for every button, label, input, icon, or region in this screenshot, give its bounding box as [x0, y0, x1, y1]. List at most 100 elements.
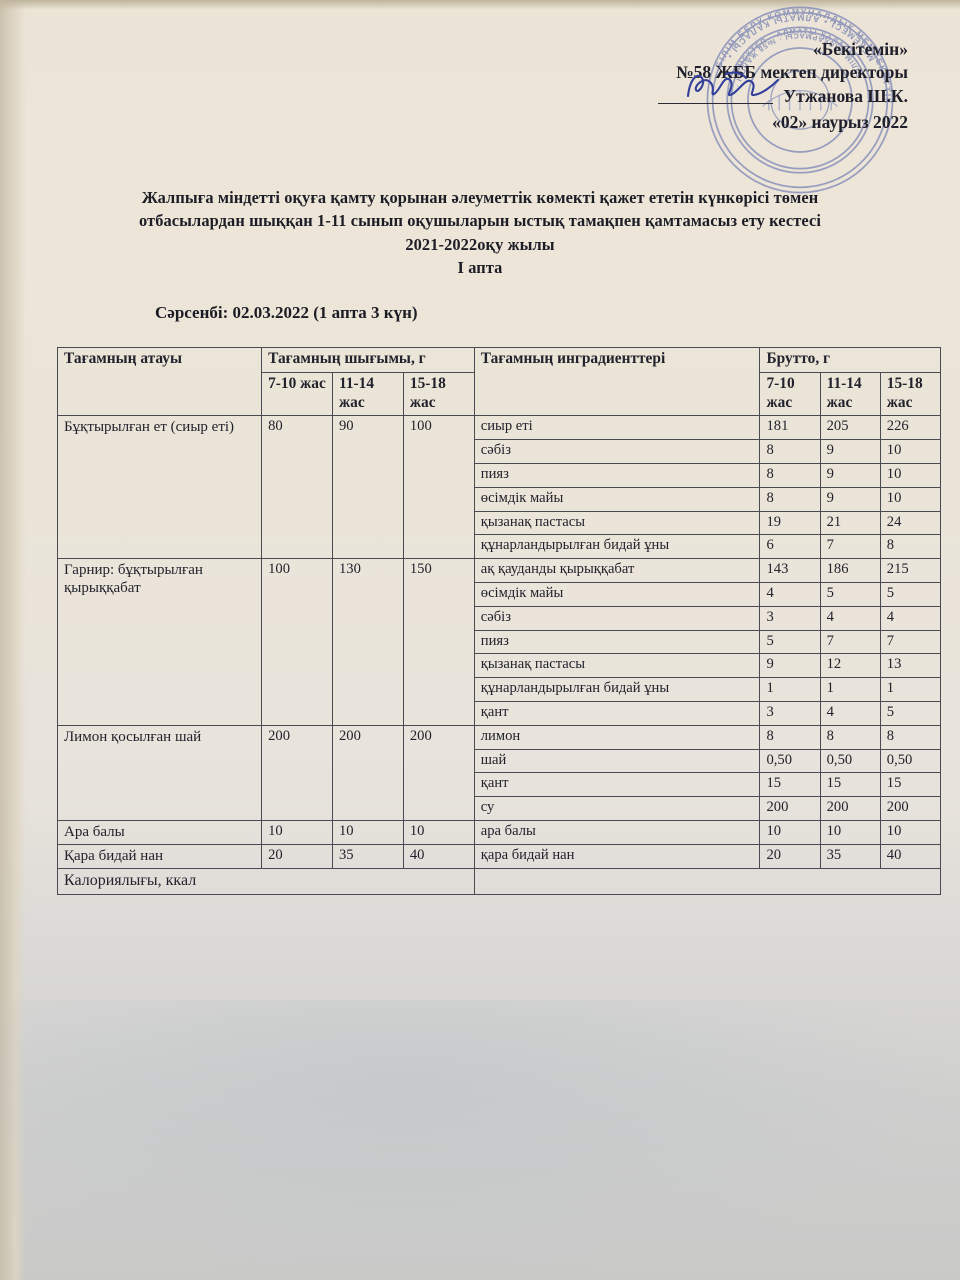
table-row: Бұқтырылған ет (сиыр еті) 80 90 100 сиыр еті… — [56, 415, 942, 560]
calories-value — [473, 868, 942, 895]
ingredient-cell: құнарландырылған бидай ұны — [473, 534, 761, 560]
title-week: I апта — [457, 257, 503, 277]
ingredient-cell: қара бидай нан — [473, 844, 761, 870]
ingredient-cell: қант — [473, 700, 761, 726]
dish-name-cell: Қара бидай нан — [56, 844, 263, 870]
gross-cell: 4 — [879, 605, 942, 631]
ingredient-cell: ақ қауданды қырыққабат — [473, 558, 761, 583]
gross-cell: 226 — [879, 415, 942, 441]
ingredient-cell: ара балы — [473, 819, 761, 846]
dish-yield-cell: 100 — [402, 415, 475, 560]
dish-yield-cell: 35 — [331, 844, 404, 870]
calories-row: Калориялығы, ккал — [57, 868, 942, 895]
paper-top-edge — [0, 0, 960, 10]
table-row: Гарнир: бұқтырылған қырыққабат 100 130 150 а… — [56, 558, 942, 726]
gross-cell: 10 — [759, 819, 821, 846]
gross-cell: 8 — [759, 486, 821, 512]
gross-cell: 15 — [759, 772, 821, 798]
ingredient-cell: қант — [473, 772, 761, 798]
gross-cell: 12 — [819, 653, 881, 679]
gross-cell: 5 — [879, 700, 942, 726]
gross-cell: 10 — [819, 819, 881, 846]
ingredient-cell: қызанақ пастасы — [473, 653, 761, 679]
header-gross-age-2: 15-18 жас — [879, 371, 942, 417]
gross-cell: 0,50 — [759, 748, 821, 774]
dish-yield-cell: 40 — [402, 844, 475, 870]
ingredient-cell: құнарландырылған бидай ұны — [473, 677, 761, 702]
gross-cell: 215 — [879, 558, 942, 583]
table-row: Қара бидай нан 20 35 40 қара бидай нан 20 35 40 — [56, 844, 942, 870]
header-ingredients: Тағамның инградиенттері — [473, 346, 761, 417]
table-head: Тағамның атауы Тағамның шығымы, г Тағамн… — [56, 346, 942, 417]
gross-cell: 10 — [879, 819, 942, 846]
title-date-row: Сәрсенбі: 02.03.2022 (1 апта 3 күн) — [155, 303, 418, 322]
dish-yield-cell: 80 — [261, 415, 333, 560]
gross-cell: 7 — [819, 629, 881, 655]
table-row: қызанақ пастасы 19 21 24 — [58, 510, 942, 536]
ingredient-cell: қызанақ пастасы — [473, 510, 761, 536]
table-header-row-1: Тағамның атауы Тағамның шығымы, г Тағамн… — [56, 346, 941, 417]
table-row: қант 15 15 15 — [58, 772, 942, 798]
header-yield-age-2: 15-18 жас — [402, 371, 475, 417]
dish-yield-cell: 200 — [331, 724, 404, 821]
gross-cell: 6 — [759, 534, 821, 560]
dish-yield-cell: 150 — [402, 558, 475, 726]
table-row: құнарландырылған бидай ұны 1 1 1 — [58, 677, 942, 702]
gross-cell: 3 — [759, 700, 821, 726]
gross-cell: 1 — [879, 677, 942, 702]
ingredient-cell: сиыр еті — [473, 415, 761, 441]
gross-cell: 5 — [879, 581, 942, 607]
handwritten-signature-icon — [686, 71, 779, 97]
gross-cell: 186 — [819, 558, 881, 583]
gross-cell: 15 — [879, 772, 942, 798]
header-dish-name: Тағамның атауы — [56, 346, 263, 417]
director-name: Утжанова Ш.К. — [783, 85, 908, 106]
dish-name-cell: Бұқтырылған ет (сиыр еті) — [56, 415, 263, 560]
header-yield-age-1: 11-14 жас — [331, 371, 404, 417]
dish-name-cell: Гарнир: бұқтырылған қырыққабат — [56, 558, 263, 726]
meal-schedule-table: Тағамның атауы Тағамның шығымы, г Тағамн… — [56, 346, 942, 895]
gross-cell: 40 — [879, 844, 942, 870]
gross-cell: 35 — [819, 844, 881, 870]
gross-cell: 7 — [879, 629, 942, 655]
gross-cell: 4 — [819, 605, 881, 631]
table-header-row-2: 7-10 жас 11-14 жас 15-18 жас 7-10 жас 11… — [58, 371, 942, 417]
gross-cell: 8 — [879, 534, 942, 560]
approval-bekitemin: «Бекітемін» — [812, 39, 908, 59]
gross-cell: 0,50 — [879, 748, 942, 774]
gross-cell: 21 — [819, 510, 881, 536]
gross-cell: 10 — [879, 486, 942, 512]
ingredient-cell: су — [473, 796, 761, 821]
gross-cell: 200 — [819, 796, 881, 821]
dish-yield-cell: 130 — [331, 558, 404, 726]
gross-cell: 5 — [819, 581, 881, 607]
ingredient-cell: пияз — [473, 462, 761, 488]
calories-label: Калориялығы, ккал — [57, 868, 475, 895]
ingredient-cell: пияз — [473, 629, 761, 655]
table-row: сәбіз 3 4 4 — [58, 605, 942, 631]
table-body: Бұқтырылған ет (сиыр еті) 80 90 100 сиыр еті… — [56, 415, 942, 895]
dish-name-cell: Лимон қосылған шай — [56, 724, 263, 821]
dish-yield-cell: 20 — [261, 844, 333, 870]
gross-cell: 3 — [759, 605, 821, 631]
gross-cell: 8 — [879, 724, 942, 750]
gross-cell: 143 — [759, 558, 821, 583]
gross-cell: 8 — [759, 462, 821, 488]
ingredient-cell: сәбіз — [473, 605, 761, 631]
header-yield-group: Тағамның шығымы, г — [261, 347, 475, 373]
gross-cell: 10 — [879, 462, 942, 488]
gross-cell: 9 — [819, 486, 881, 512]
gross-cell: 5 — [759, 629, 821, 655]
gross-cell: 9 — [759, 653, 821, 679]
header-yield-age-0: 7-10 жас — [261, 371, 333, 417]
table-row: су 200 200 200 — [58, 796, 942, 821]
gross-cell: 4 — [759, 581, 821, 607]
dish-yield-cell: 200 — [402, 724, 475, 821]
dish-name-cell: Ара балы — [56, 819, 263, 846]
dish-yield-cell: 10 — [331, 819, 404, 846]
gross-cell: 8 — [759, 724, 821, 750]
gross-cell: 9 — [819, 439, 881, 464]
table-row: Ара балы 10 10 10 ара балы 10 10 10 — [56, 819, 942, 846]
title-main: Жалпыға міндетті оқуға қамту қорынан әле… — [138, 188, 822, 231]
